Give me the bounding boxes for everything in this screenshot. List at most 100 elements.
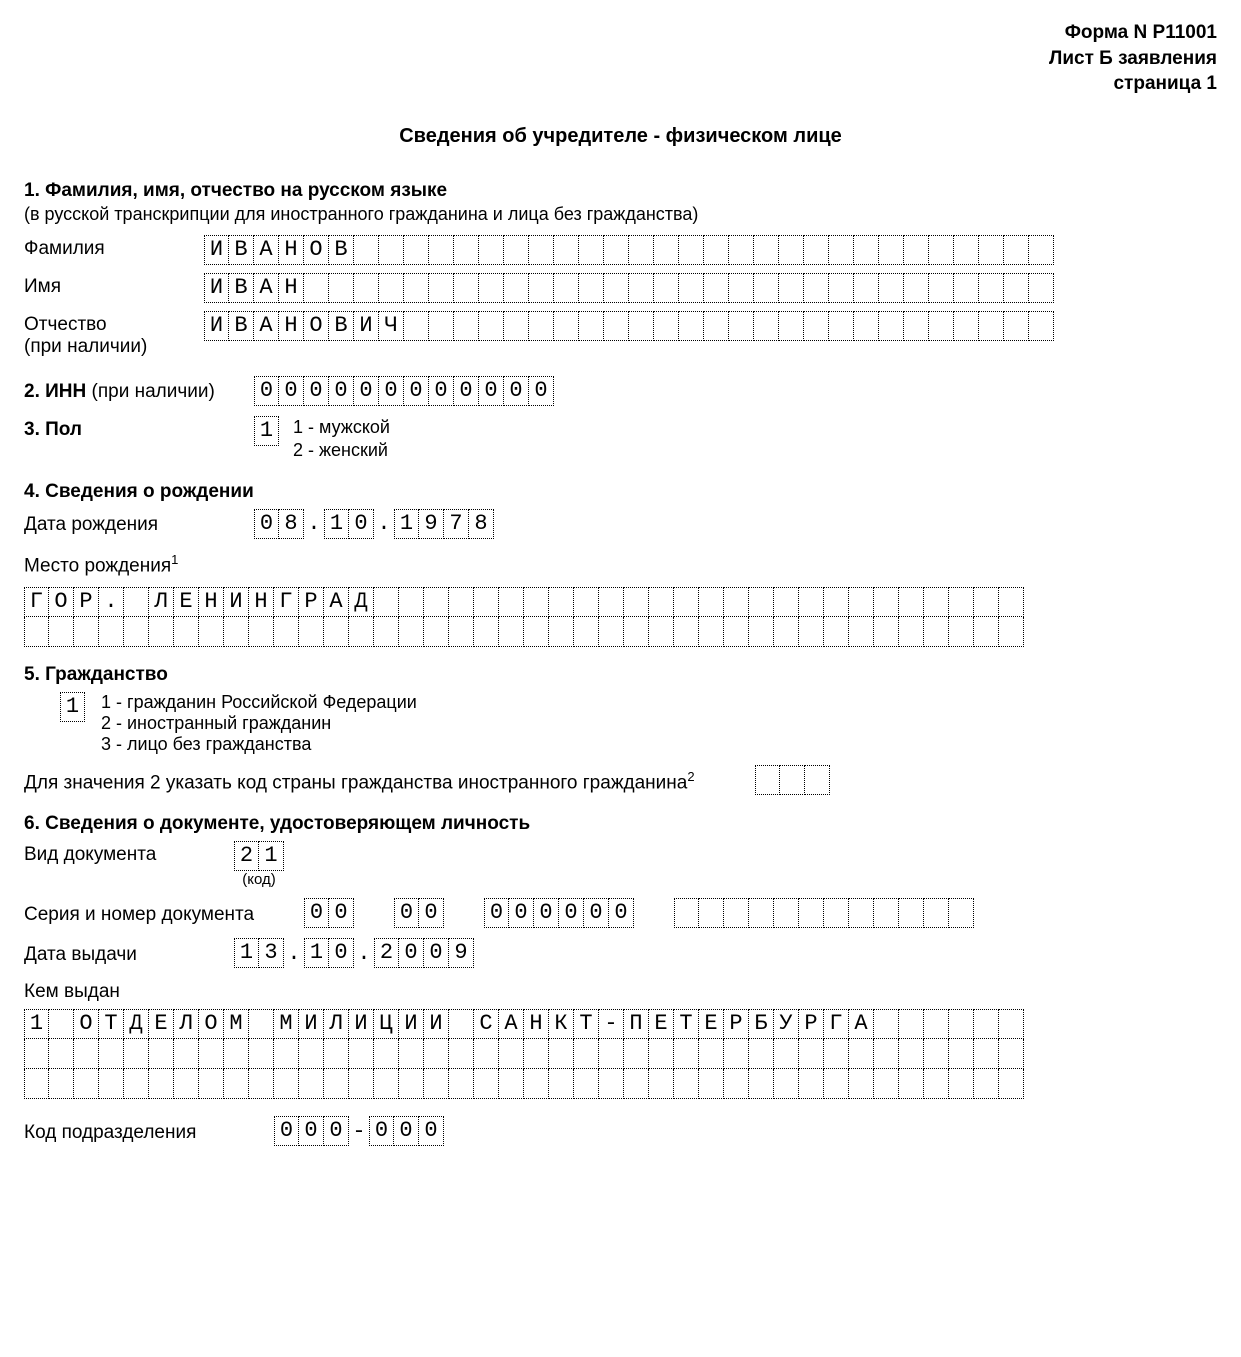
cell: Г — [824, 1009, 849, 1039]
cell — [724, 587, 749, 617]
issue-year-field[interactable]: 2009 — [374, 938, 474, 968]
issued-by-field[interactable]: 1 ОТДЕЛОМ МИЛИЦИИ САНКТ-ПЕТЕРБУРГА — [24, 1009, 1217, 1099]
section4-heading: 4. Сведения о рождении — [24, 481, 1217, 503]
doc-series-group-1[interactable]: 00 — [394, 898, 444, 928]
cell — [654, 235, 679, 265]
cell: Д — [124, 1009, 149, 1039]
issue-day-field[interactable]: 13 — [234, 938, 284, 968]
cell: 0 — [324, 1116, 349, 1146]
cell: И — [204, 311, 229, 341]
cell — [479, 235, 504, 265]
citizenship-opt1: 1 - гражданин Российской Федерации — [101, 692, 417, 713]
cell — [574, 1069, 599, 1099]
cell: 0 — [394, 898, 419, 928]
dob-day-field[interactable]: 08 — [254, 509, 304, 539]
patronymic-field[interactable]: ИВАНОВИЧ — [204, 311, 1054, 341]
cell — [874, 1069, 899, 1099]
cell — [354, 235, 379, 265]
doc-series-group-0[interactable]: 00 — [304, 898, 354, 928]
citizenship-field[interactable]: 1 — [60, 692, 85, 722]
cell — [24, 1039, 49, 1069]
cell: 0 — [349, 509, 374, 539]
cell: И — [224, 587, 249, 617]
cell: 0 — [354, 376, 379, 406]
cell: 0 — [254, 376, 279, 406]
cell — [349, 1069, 374, 1099]
foreign-code-label: Для значения 2 указать код страны гражда… — [24, 766, 695, 794]
cell: Г — [24, 587, 49, 617]
cell — [579, 273, 604, 303]
cell: О — [304, 311, 329, 341]
form-page: страница 1 — [24, 71, 1217, 97]
cell: 0 — [404, 376, 429, 406]
cell: 0 — [279, 376, 304, 406]
doc-series-tail[interactable] — [674, 898, 974, 928]
dob-label: Дата рождения — [24, 511, 254, 536]
name-field[interactable]: ИВАН — [204, 273, 1054, 303]
surname-row: Фамилия ИВАНОВ — [24, 235, 1217, 265]
cell — [679, 235, 704, 265]
cell — [729, 311, 754, 341]
cell — [949, 617, 974, 647]
cell — [899, 587, 924, 617]
dob-month-field[interactable]: 10 — [324, 509, 374, 539]
cell — [474, 1069, 499, 1099]
inn-field[interactable]: 000000000000 — [254, 376, 554, 406]
cell: 8 — [279, 509, 304, 539]
cell — [49, 1009, 74, 1039]
cell — [374, 587, 399, 617]
issue-month-field[interactable]: 10 — [304, 938, 354, 968]
cell — [924, 617, 949, 647]
cell — [604, 273, 629, 303]
cell-row — [24, 1039, 1217, 1069]
doc-type-label: Вид документа — [24, 841, 234, 866]
sex-field[interactable]: 1 — [254, 416, 279, 446]
doc-type-field[interactable]: 21 — [234, 841, 284, 871]
dob-year-field[interactable]: 1978 — [394, 509, 494, 539]
subdiv-a-field[interactable]: 000 — [274, 1116, 349, 1146]
pob-field[interactable]: ГОР. ЛЕНИНГРАД — [24, 587, 1217, 647]
cell — [874, 1039, 899, 1069]
cell: Н — [279, 235, 304, 265]
subdiv-sep: - — [349, 1119, 369, 1144]
cell: А — [499, 1009, 524, 1039]
foreign-code-field[interactable] — [755, 765, 830, 795]
cell: Л — [149, 587, 174, 617]
issue-date-label: Дата выдачи — [24, 941, 234, 966]
cell: А — [254, 273, 279, 303]
cell: 1 — [324, 509, 349, 539]
cell — [579, 235, 604, 265]
cell: Н — [524, 1009, 549, 1039]
cell: И — [299, 1009, 324, 1039]
cell: И — [349, 1009, 374, 1039]
cell — [149, 617, 174, 647]
sex-options: 1 - мужской 2 - женский — [293, 416, 390, 463]
cell — [574, 587, 599, 617]
cell: Е — [174, 587, 199, 617]
cell — [349, 617, 374, 647]
cell — [999, 1009, 1024, 1039]
subdiv-b-field[interactable]: 000 — [369, 1116, 444, 1146]
doc-series-group-2[interactable]: 000000 — [484, 898, 634, 928]
cell: И — [424, 1009, 449, 1039]
cell: 0 — [369, 1116, 394, 1146]
cell — [924, 1009, 949, 1039]
cell — [354, 273, 379, 303]
cell — [574, 617, 599, 647]
cell: 9 — [449, 938, 474, 968]
section1-heading: 1. Фамилия, имя, отчество на русском язы… — [24, 180, 1217, 202]
sex-row: 3. Пол 1 1 - мужской 2 - женский — [24, 416, 1217, 463]
cell: 0 — [609, 898, 634, 928]
cell: М — [224, 1009, 249, 1039]
cell — [454, 235, 479, 265]
cell — [979, 273, 1004, 303]
cell: 0 — [329, 376, 354, 406]
cell — [379, 235, 404, 265]
surname-field[interactable]: ИВАНОВ — [204, 235, 1054, 265]
cell: 0 — [379, 376, 404, 406]
cell: 7 — [444, 509, 469, 539]
pob-label-text: Место рождения — [24, 555, 171, 576]
doc-series-label: Серия и номер документа — [24, 901, 304, 926]
cell — [24, 617, 49, 647]
cell: 1 — [24, 1009, 49, 1039]
